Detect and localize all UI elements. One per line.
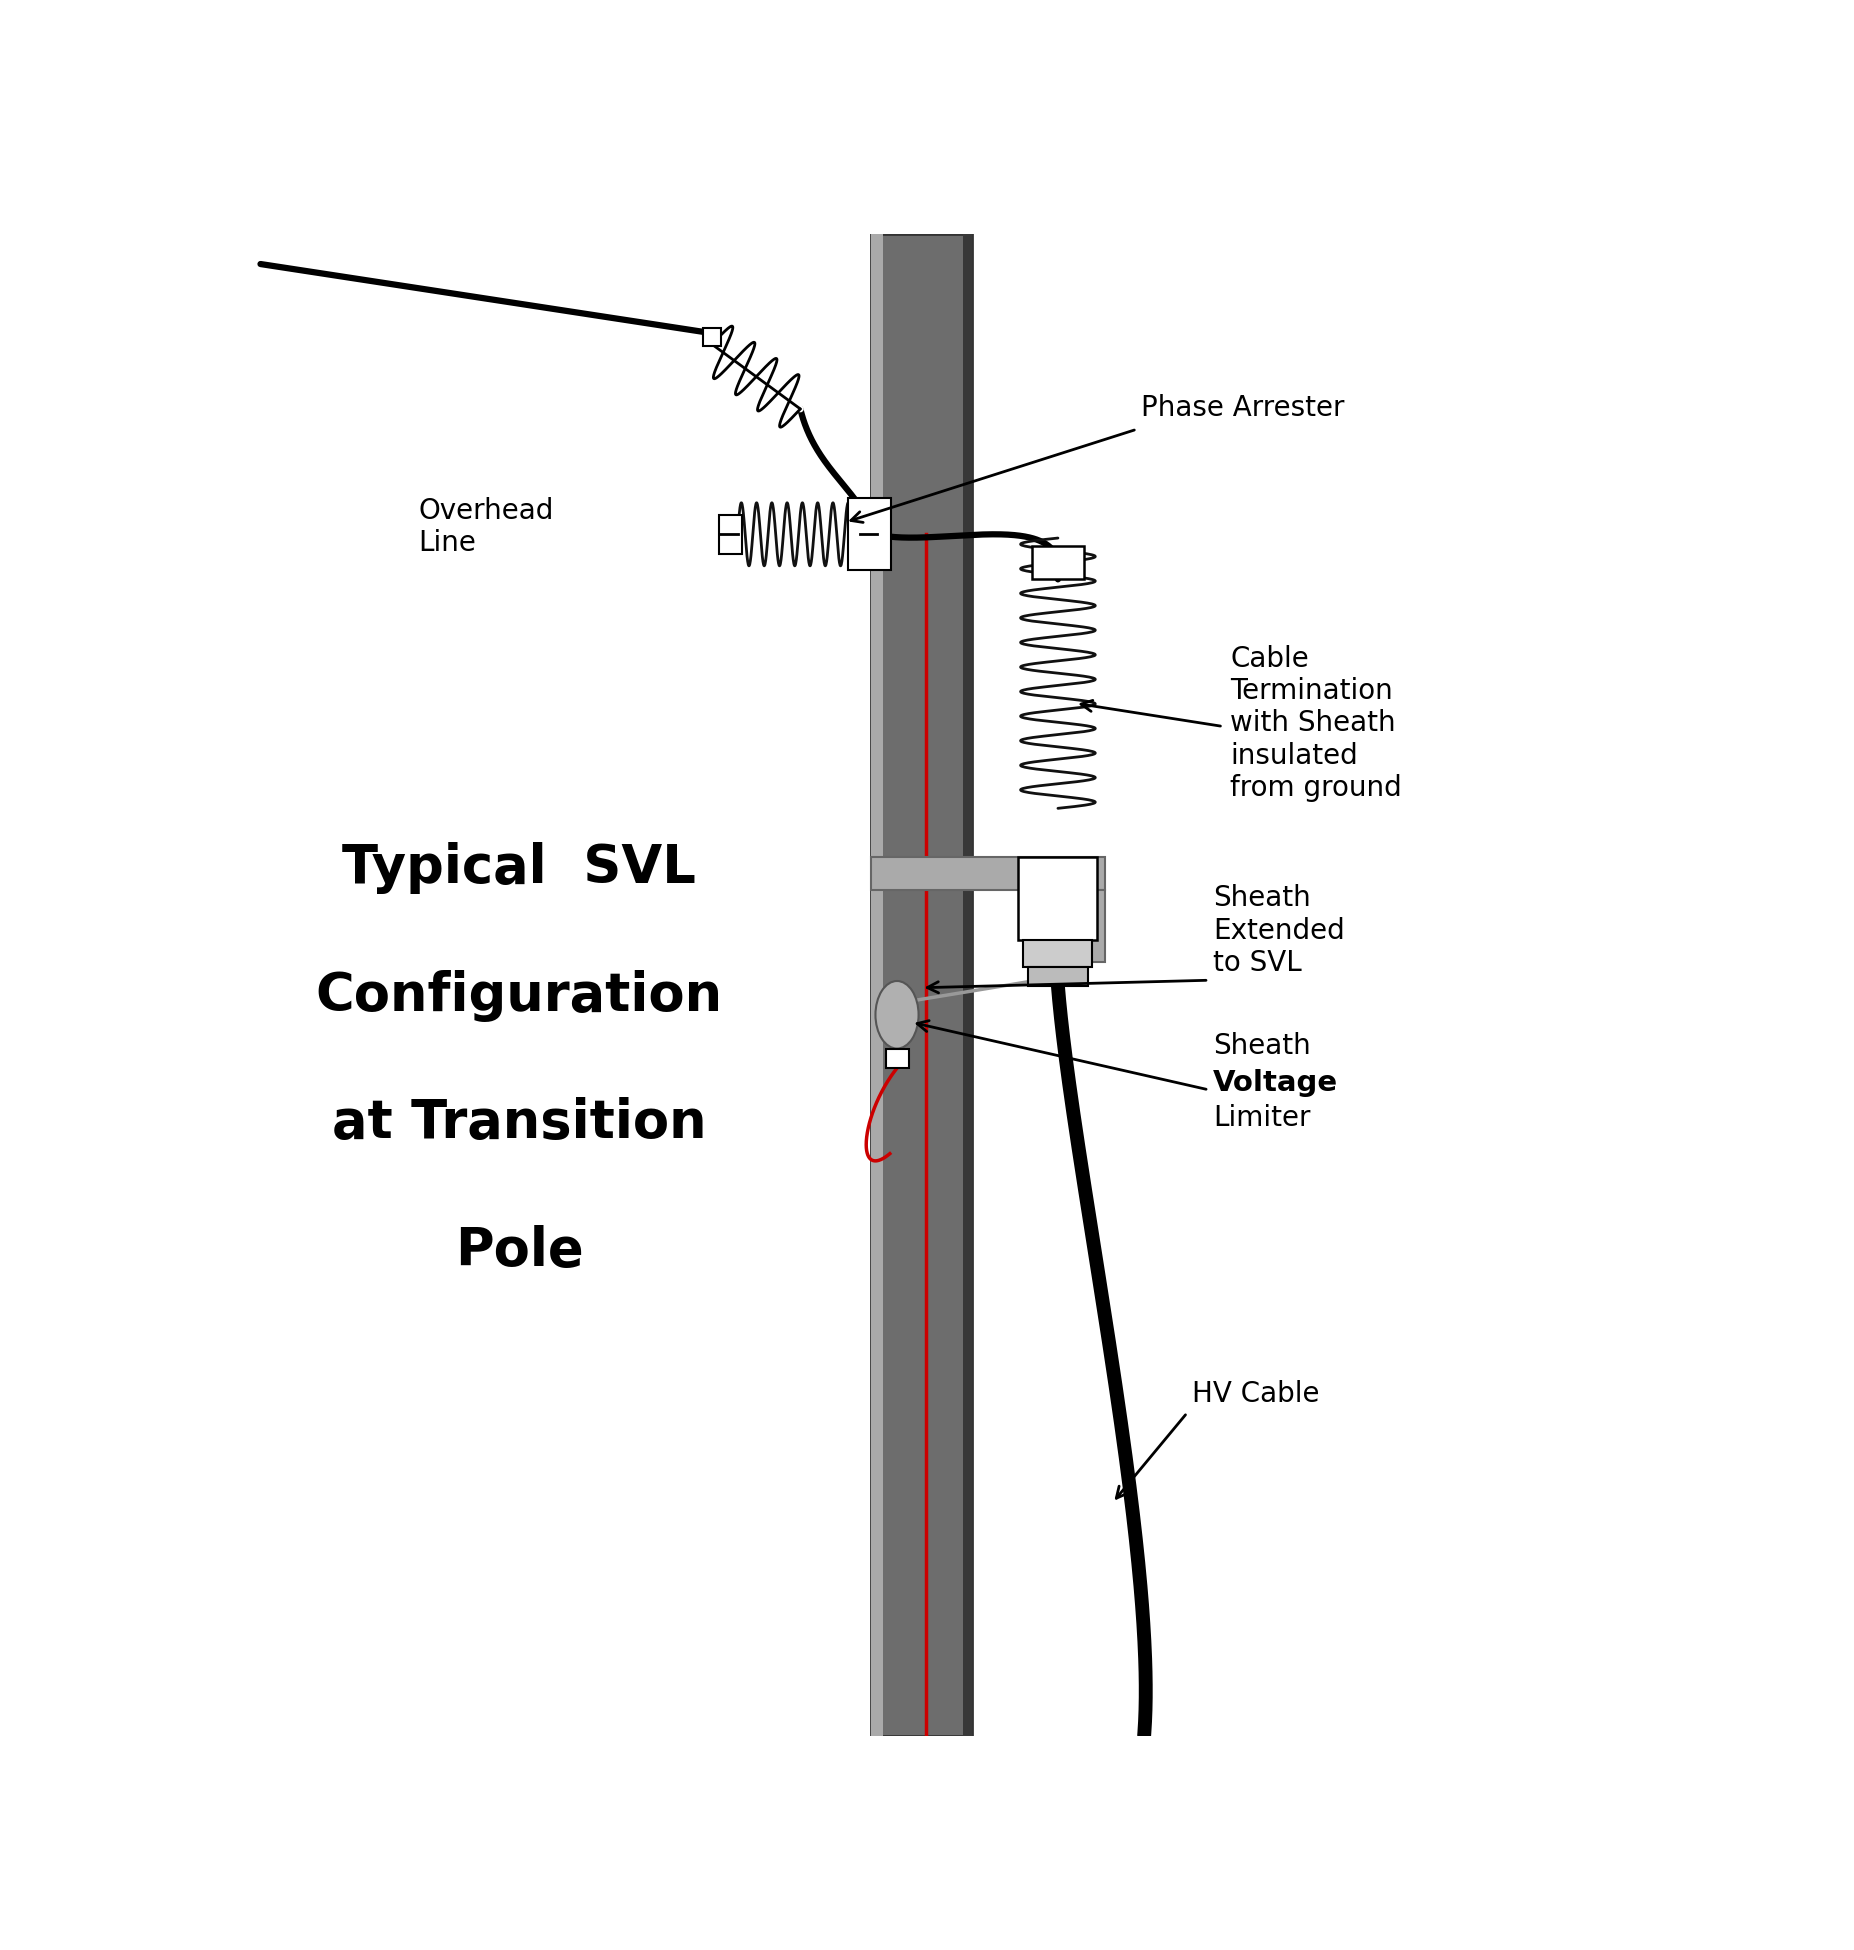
Text: Typical  SVL: Typical SVL [343,842,695,895]
Text: Cable
Termination
with Sheath
insulated
from ground: Cable Termination with Sheath insulated … [1231,645,1402,801]
Text: at Transition: at Transition [332,1098,706,1149]
Bar [886,1049,908,1069]
Polygon shape [871,234,883,1736]
Bar [871,858,1105,889]
Text: Limiter: Limiter [1213,1104,1311,1131]
Bar [1023,940,1092,967]
Text: Pole: Pole [454,1225,584,1277]
Text: Sheath: Sheath [1213,1032,1311,1061]
Text: Configuration: Configuration [315,969,723,1022]
Text: HV Cable: HV Cable [1192,1381,1318,1408]
Text: Phase Arrester: Phase Arrester [1142,394,1344,421]
Bar [1073,889,1105,961]
Text: Voltage: Voltage [1213,1069,1339,1098]
Bar [847,499,892,569]
Bar [1033,546,1085,579]
Bar [719,515,742,554]
Bar [703,328,721,345]
Polygon shape [871,234,971,1736]
Text: Sheath
Extended
to SVL: Sheath Extended to SVL [1213,885,1344,977]
Text: Overhead
Line: Overhead Line [419,497,554,558]
Ellipse shape [875,981,918,1049]
Bar [1027,967,1088,987]
Polygon shape [962,234,971,1736]
Bar [1018,858,1098,940]
